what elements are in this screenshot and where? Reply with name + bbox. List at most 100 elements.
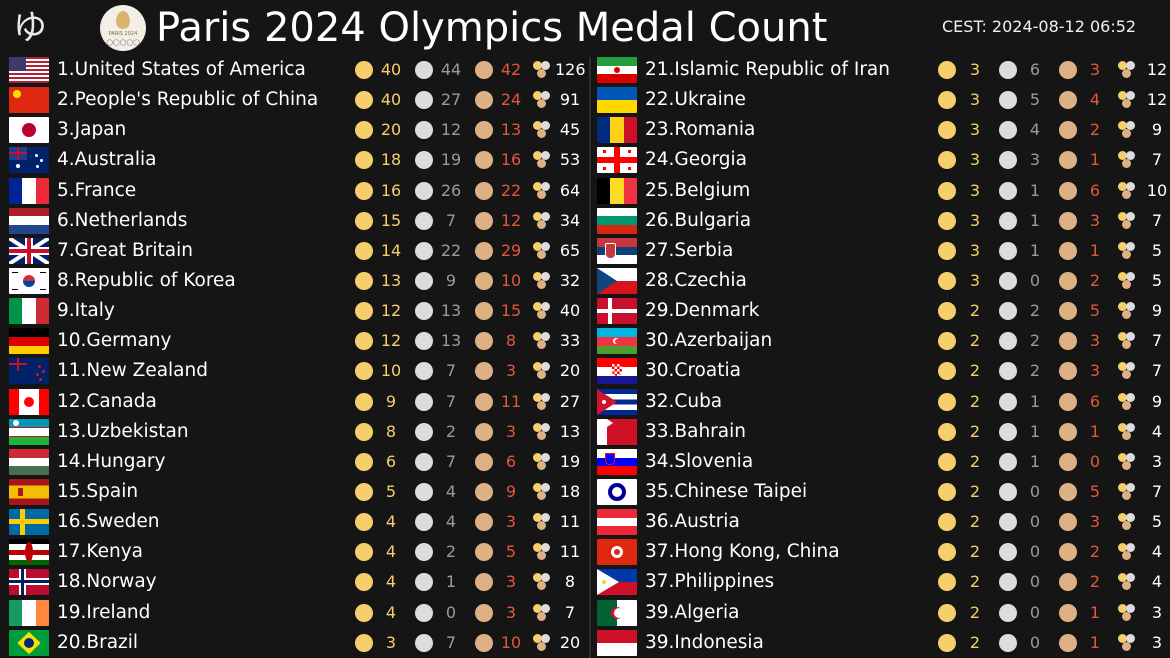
gold-medal-icon <box>938 181 956 200</box>
total-count: 33 <box>559 331 581 351</box>
total-medals-icon <box>1118 633 1138 653</box>
silver-count: 5 <box>1029 90 1041 110</box>
total-medals-icon <box>533 271 553 291</box>
total-count: 7 <box>564 602 576 622</box>
rou-flag-icon <box>597 117 637 144</box>
ger-flag-icon <box>9 328 49 355</box>
medal-row-united-states-of-america: 1.United States of America 40 44 42 126 <box>6 55 588 85</box>
total-count: 11 <box>559 512 581 532</box>
ned-flag-icon <box>9 207 49 234</box>
total-count: 9 <box>1151 301 1163 321</box>
silver-medal-icon <box>415 332 433 351</box>
gold-count: 2 <box>969 391 981 411</box>
bronze-medal-icon <box>475 452 493 471</box>
silver-count: 13 <box>440 331 462 351</box>
gold-medal-icon <box>938 422 956 441</box>
silver-medal-icon <box>415 302 433 321</box>
silver-count: 9 <box>445 270 457 290</box>
total-count: 5 <box>1151 240 1163 260</box>
silver-count: 4 <box>445 481 457 501</box>
silver-medal-icon <box>999 211 1017 230</box>
bronze-count: 3 <box>505 602 517 622</box>
silver-medal-icon <box>415 543 433 562</box>
total-medals-icon <box>533 150 553 170</box>
silver-count: 2 <box>1029 301 1041 321</box>
total-count: 9 <box>1151 120 1163 140</box>
country-name: 5.France <box>57 179 137 201</box>
silver-medal-icon <box>415 392 433 411</box>
bronze-count: 1 <box>1089 150 1101 170</box>
medal-row-chinese-taipei: 35.Chinese Taipei 2 0 5 7 <box>594 477 1170 507</box>
gold-count: 2 <box>969 542 981 562</box>
silver-medal-icon <box>999 151 1017 170</box>
silver-count: 0 <box>1029 542 1041 562</box>
total-medals-icon <box>1118 181 1138 201</box>
gold-medal-icon <box>355 603 373 622</box>
total-count: 20 <box>559 632 581 652</box>
gold-count: 4 <box>385 512 397 532</box>
total-medals-icon <box>533 512 553 532</box>
gold-count: 2 <box>969 481 981 501</box>
medal-row-austria: 36.Austria 2 0 3 5 <box>594 507 1170 537</box>
bronze-count: 6 <box>1089 391 1101 411</box>
bronze-count: 11 <box>500 391 522 411</box>
kor-flag-icon <box>9 267 49 294</box>
total-medals-icon <box>1118 361 1138 381</box>
bronze-medal-icon <box>1059 452 1077 471</box>
gold-medal-icon <box>355 121 373 140</box>
total-medals-icon <box>1118 241 1138 261</box>
olympic-rings-icon: ◯◯◯◯◯ <box>106 39 140 46</box>
country-name: 26.Bulgaria <box>645 209 752 231</box>
gold-medal-icon <box>355 513 373 532</box>
bronze-count: 3 <box>1089 210 1101 230</box>
alg-flag-icon <box>597 599 637 626</box>
bronze-medal-icon <box>475 482 493 501</box>
silver-medal-icon <box>415 603 433 622</box>
country-name: 16.Sweden <box>57 511 160 533</box>
gold-medal-icon <box>355 422 373 441</box>
medal-row-algeria: 39.Algeria 2 0 1 3 <box>594 598 1170 628</box>
bronze-medal-icon <box>475 603 493 622</box>
medal-row-uzbekistan: 13.Uzbekistan 8 2 3 13 <box>6 417 588 447</box>
total-medals-icon <box>533 120 553 140</box>
medal-row-czechia: 28.Czechia 3 0 2 5 <box>594 266 1170 296</box>
gold-count: 40 <box>380 60 402 79</box>
bronze-count: 1 <box>1089 421 1101 441</box>
silver-count: 26 <box>440 180 462 200</box>
total-count: 3 <box>1151 451 1163 471</box>
bronze-medal-icon <box>1059 211 1077 230</box>
silver-medal-icon <box>415 91 433 110</box>
bronze-medal-icon <box>475 181 493 200</box>
gold-count: 4 <box>385 542 397 562</box>
total-medals-icon <box>1118 120 1138 140</box>
medal-row-ireland: 19.Ireland 4 0 3 7 <box>6 598 588 628</box>
bronze-count: 3 <box>505 512 517 532</box>
total-count: 27 <box>559 391 581 411</box>
total-count: 5 <box>1151 270 1163 290</box>
total-count: 18 <box>559 481 581 501</box>
irl-flag-icon <box>9 599 49 626</box>
bronze-count: 3 <box>1089 60 1101 79</box>
medal-row-australia: 4.Australia 18 19 16 53 <box>6 145 588 175</box>
slo-flag-icon <box>597 448 637 475</box>
bronze-medal-icon <box>1059 513 1077 532</box>
gold-medal-icon <box>355 573 373 592</box>
gbr-flag-icon <box>9 237 49 264</box>
total-medals-icon <box>1118 150 1138 170</box>
gold-count: 6 <box>385 451 397 471</box>
silver-medal-icon <box>415 181 433 200</box>
jpn-flag-icon <box>9 117 49 144</box>
gold-count: 3 <box>969 270 981 290</box>
medal-row-people-s-republic-of-china: 2.People's Republic of China 40 27 24 91 <box>6 85 588 115</box>
silver-count: 6 <box>1029 60 1041 79</box>
total-medals-icon <box>533 603 553 623</box>
bronze-medal-icon <box>475 422 493 441</box>
bronze-count: 13 <box>500 120 522 140</box>
gold-medal-icon <box>938 603 956 622</box>
total-count: 53 <box>559 150 581 170</box>
total-medals-icon <box>1118 603 1138 623</box>
gold-medal-icon <box>355 482 373 501</box>
silver-count: 7 <box>445 361 457 381</box>
silver-count: 0 <box>1029 572 1041 592</box>
medal-row-japan: 3.Japan 20 12 13 45 <box>6 115 588 145</box>
